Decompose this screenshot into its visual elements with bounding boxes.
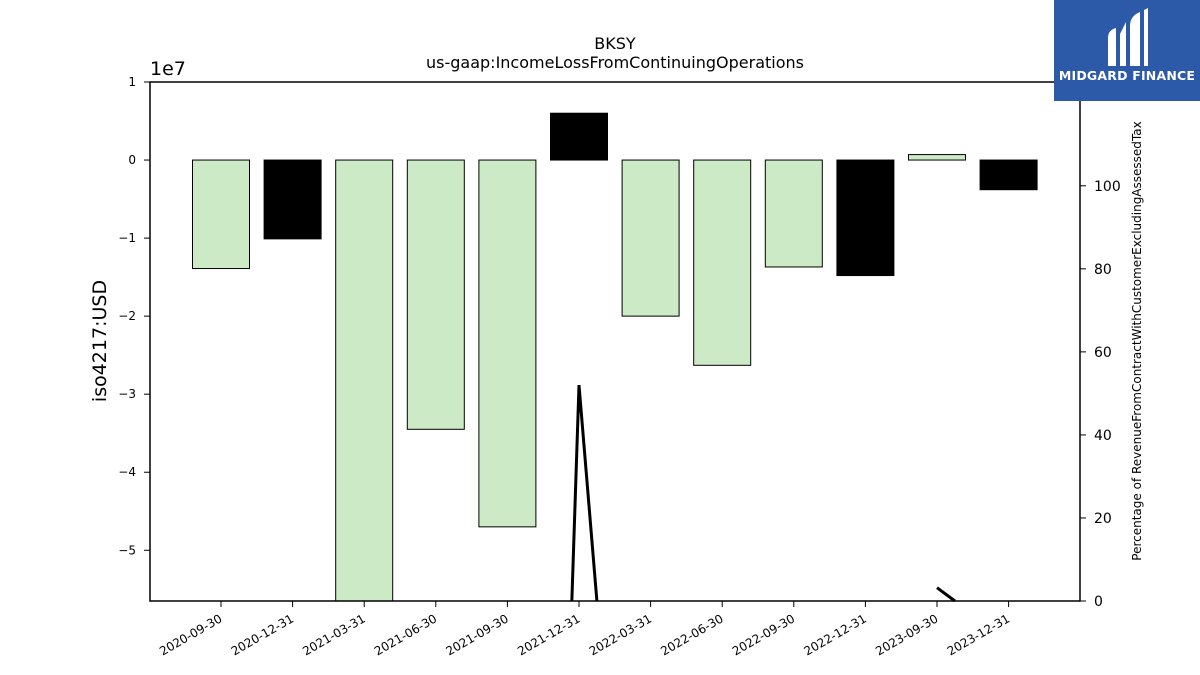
bar <box>478 159 537 528</box>
midgard-mark-icon <box>1108 8 1148 66</box>
bar <box>979 159 1038 191</box>
y-offset-label: 1e7 <box>150 58 186 80</box>
bar <box>335 159 394 602</box>
x-tick-label: 2022-03-31 <box>587 611 654 658</box>
y2-axis-label: Percentage of RevenueFromContractWithCus… <box>1130 121 1144 560</box>
y-tick-label: −3 <box>118 387 136 401</box>
x-tick-label: 2022-06-30 <box>658 611 725 658</box>
y-tick-label: −4 <box>118 465 136 479</box>
bar <box>836 159 895 277</box>
x-tick-label: 2020-12-31 <box>229 611 296 658</box>
x-tick-label: 2021-06-30 <box>372 611 439 658</box>
x-tick-label: 2021-03-31 <box>300 611 367 658</box>
x-tick-label: 2022-09-30 <box>730 611 797 658</box>
bar <box>908 154 966 161</box>
bar <box>764 159 823 268</box>
brand-name: MIDGARD FINANCE <box>1058 68 1196 83</box>
y2-tick-label: 20 <box>1094 511 1112 527</box>
y2-tick-label: 0 <box>1094 594 1103 610</box>
x-tick-label: 2021-09-30 <box>443 611 510 658</box>
y2-tick-label: 80 <box>1094 262 1112 278</box>
y-axis-label: iso4217:USD <box>89 280 111 402</box>
bar <box>550 112 608 161</box>
y-tick-label: 0 <box>128 153 136 167</box>
plot-frame <box>149 81 1081 602</box>
y2-tick-label: 60 <box>1094 345 1112 361</box>
x-tick-label: 2021-12-31 <box>515 611 582 658</box>
y2-tick-label: 100 <box>1094 179 1121 195</box>
x-tick-label: 2020-09-30 <box>157 611 224 658</box>
y2-tick-label: 40 <box>1094 428 1112 444</box>
y-tick-label: −2 <box>118 309 136 323</box>
chart-title: BKSY <box>594 34 636 53</box>
bar <box>263 159 322 240</box>
x-tick-label: 2023-12-31 <box>945 611 1012 658</box>
x-tick-label: 2023-09-30 <box>873 611 940 658</box>
percentage-line <box>570 384 599 602</box>
bar <box>621 159 680 317</box>
y-tick-label: 1 <box>128 75 136 89</box>
y-tick-label: −5 <box>118 543 136 557</box>
chart-subtitle: us-gaap:IncomeLossFromContinuingOperatio… <box>426 53 804 72</box>
percentage-line <box>936 586 956 603</box>
bar <box>693 159 752 366</box>
bar <box>406 159 465 430</box>
brand-logo: MIDGARD FINANCE <box>1054 0 1200 101</box>
x-tick-label: 2022-12-31 <box>801 611 868 658</box>
bar <box>192 159 250 270</box>
y-tick-label: −1 <box>118 231 136 245</box>
